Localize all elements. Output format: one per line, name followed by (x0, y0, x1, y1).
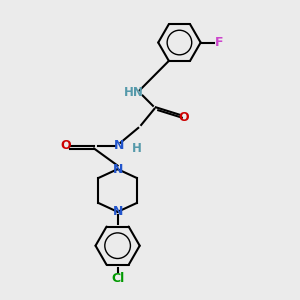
Text: HN: HN (124, 86, 144, 99)
Text: O: O (61, 139, 71, 152)
Text: N: N (112, 163, 123, 176)
Text: F: F (215, 36, 224, 49)
Text: Cl: Cl (111, 272, 124, 285)
Text: N: N (112, 205, 123, 218)
Text: H: H (132, 142, 142, 155)
Text: O: O (178, 111, 189, 124)
Text: N: N (114, 139, 124, 152)
